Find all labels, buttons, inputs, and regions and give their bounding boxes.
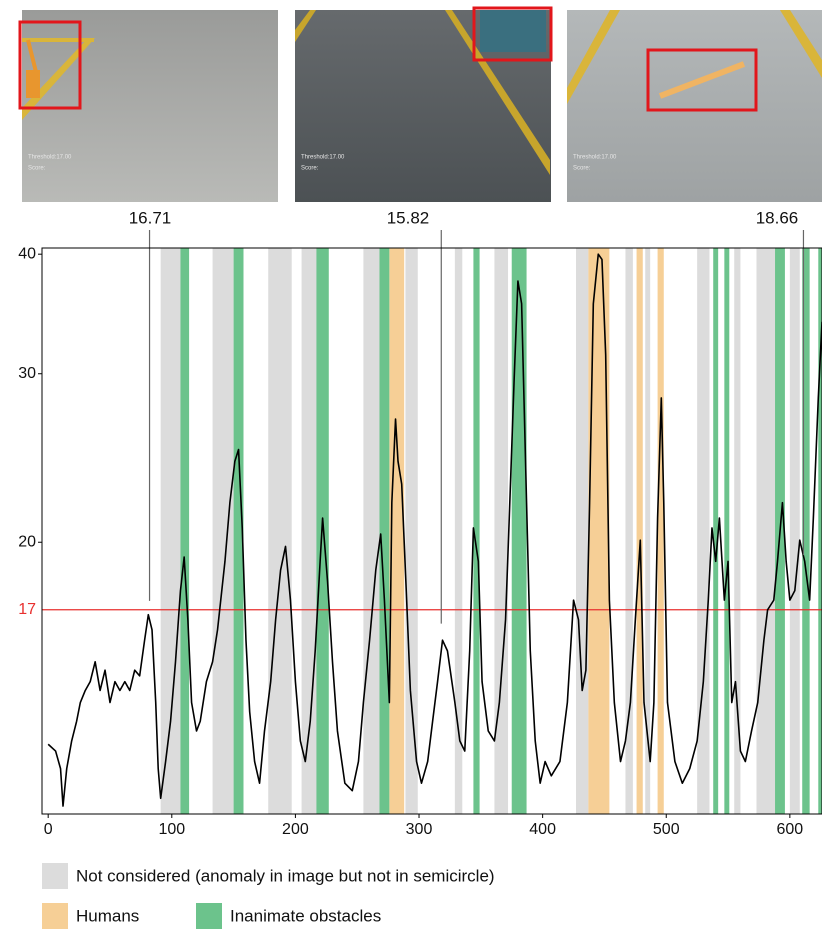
x-tick-label: 0 bbox=[44, 821, 53, 838]
band bbox=[511, 248, 527, 814]
band bbox=[645, 248, 651, 814]
band bbox=[713, 248, 719, 814]
legend-label: Inanimate obstacles bbox=[230, 906, 381, 925]
legend-label: Humans bbox=[76, 906, 139, 925]
y-tick-label: 20 bbox=[18, 533, 36, 550]
y-tick-label: 40 bbox=[18, 245, 36, 262]
band bbox=[473, 248, 480, 814]
overlay-score: Score: bbox=[573, 166, 591, 172]
band bbox=[724, 248, 730, 814]
band bbox=[454, 248, 463, 814]
legend-swatch bbox=[196, 903, 222, 929]
overlay-score: Score: bbox=[28, 166, 46, 172]
overlay-score: Score: bbox=[301, 166, 319, 172]
overlay-threshold: Threshold:17.00 bbox=[573, 155, 617, 161]
band bbox=[233, 248, 244, 814]
photo bbox=[295, 6, 553, 202]
band bbox=[789, 248, 800, 814]
x-tick-label: 100 bbox=[158, 821, 185, 838]
plot-area bbox=[42, 248, 822, 814]
x-tick-label: 500 bbox=[653, 821, 680, 838]
band bbox=[363, 248, 380, 814]
band bbox=[657, 248, 664, 814]
band bbox=[268, 248, 292, 814]
score-line bbox=[47, 253, 822, 807]
band bbox=[636, 248, 643, 814]
band bbox=[212, 248, 234, 814]
y-tick-label: 30 bbox=[18, 365, 36, 382]
band bbox=[625, 248, 633, 814]
legend-swatch bbox=[42, 903, 68, 929]
photo bbox=[18, 10, 278, 202]
band bbox=[734, 248, 741, 814]
legend-swatch bbox=[42, 863, 68, 889]
band bbox=[576, 248, 589, 814]
overlay-threshold: Threshold:17.00 bbox=[301, 155, 345, 161]
overlay-threshold: Threshold:17.00 bbox=[28, 155, 72, 161]
x-tick-label: 600 bbox=[777, 821, 804, 838]
threshold-label: 17 bbox=[18, 601, 36, 618]
band bbox=[494, 248, 509, 814]
photo-overlays: Threshold:17.00 Score: Threshold:17.00 Scor… bbox=[28, 155, 617, 172]
photo bbox=[567, 10, 822, 202]
legend-label: Not considered (anomaly in image but not… bbox=[76, 866, 495, 885]
band bbox=[697, 248, 710, 814]
snapshot-score: 16.71 bbox=[129, 208, 172, 227]
band bbox=[756, 248, 776, 814]
band bbox=[180, 248, 190, 814]
band bbox=[818, 248, 822, 814]
band bbox=[160, 248, 181, 814]
snapshot-score: 18.66 bbox=[756, 208, 799, 227]
band bbox=[405, 248, 418, 814]
x-tick-label: 400 bbox=[529, 821, 556, 838]
band bbox=[802, 248, 810, 814]
snapshot-score: 15.82 bbox=[387, 208, 430, 227]
band bbox=[588, 248, 610, 814]
plot-frame bbox=[41, 247, 822, 815]
x-tick-label: 200 bbox=[282, 821, 309, 838]
x-tick-label: 300 bbox=[406, 821, 433, 838]
band bbox=[389, 248, 405, 814]
band bbox=[379, 248, 390, 814]
